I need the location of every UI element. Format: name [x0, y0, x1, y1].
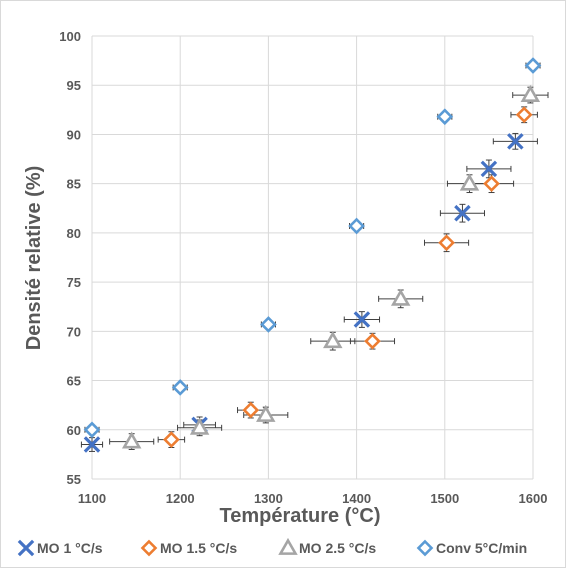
x-tick-label: 1400 — [342, 491, 371, 506]
data-point — [524, 57, 542, 74]
legend-item: MO 2.5 °C/s — [278, 537, 376, 556]
legend-item: MO 1.5 °C/s — [140, 539, 237, 557]
x-tick-label: 1500 — [430, 491, 459, 506]
y-tick-label: 55 — [67, 472, 81, 487]
data-point — [260, 316, 277, 333]
x-tick-label: 1300 — [254, 491, 283, 506]
y-tick-label: 65 — [67, 374, 81, 389]
legend-marker-icon — [140, 539, 158, 557]
x-tick-label: 1200 — [166, 491, 195, 506]
data-point — [480, 160, 498, 178]
legend-label: MO 1.5 °C/s — [160, 540, 237, 556]
y-tick-label: 60 — [67, 423, 81, 438]
legend-item: MO 1 °C/s — [17, 539, 103, 557]
legend-label: MO 1 °C/s — [37, 540, 103, 556]
data-point — [83, 421, 101, 439]
x-axis-title: Température (°C) — [220, 505, 381, 527]
legend: MO 1 °C/s MO 1.5 °C/s MO 2.5 °C/s Conv 5°C/… — [17, 537, 527, 557]
legend-item: Conv 5°C/min — [416, 539, 527, 557]
x-tick-label: 1600 — [519, 491, 548, 506]
legend-marker-icon — [17, 539, 35, 557]
legend-label: MO 2.5 °C/s — [299, 540, 376, 556]
y-tick-label: 100 — [59, 29, 81, 44]
data-point — [364, 332, 381, 350]
data-point — [242, 401, 260, 419]
data-point — [353, 311, 371, 328]
data-point — [121, 431, 142, 449]
data-point — [323, 331, 343, 349]
error-bars — [80, 62, 549, 452]
x-tick-label: 1100 — [78, 491, 106, 506]
data-point — [83, 436, 101, 453]
y-tick-label: 90 — [67, 127, 81, 142]
data-point — [483, 175, 500, 193]
data-point — [436, 108, 454, 126]
data-point — [459, 173, 480, 191]
y-tick-label: 75 — [67, 275, 81, 290]
data-point — [163, 431, 180, 448]
data-point — [520, 84, 541, 102]
legend-marker-icon — [278, 537, 298, 555]
grid — [91, 35, 534, 480]
y-tick-label: 70 — [67, 324, 81, 339]
data-point — [454, 204, 471, 222]
data-point — [348, 217, 365, 235]
data-point — [171, 379, 189, 396]
data-point — [189, 417, 210, 435]
data-markers — [83, 57, 542, 453]
data-point — [507, 133, 524, 150]
y-axis-title: Densité relative (%) — [23, 166, 45, 351]
data-point — [515, 106, 533, 124]
legend-marker-icon — [416, 539, 434, 557]
tick-labels: 55 60 65 70 75 80 85 90 95 100 1100 1200 1300 1400 150… — [59, 29, 547, 506]
data-point — [256, 404, 276, 422]
y-tick-label: 80 — [67, 226, 81, 241]
legend-label: Conv 5°C/min — [436, 540, 527, 556]
data-point — [438, 234, 455, 252]
y-tick-label: 95 — [67, 78, 81, 93]
y-tick-label: 85 — [67, 177, 81, 192]
data-point — [390, 288, 411, 306]
